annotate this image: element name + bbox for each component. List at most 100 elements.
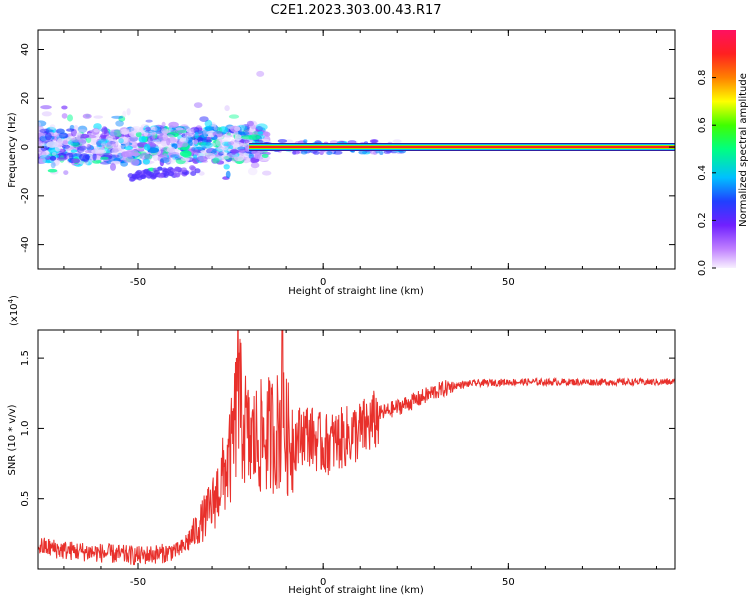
spectrogram-blob <box>204 126 215 131</box>
spectrogram-blob <box>303 139 308 144</box>
spectrogram-blob <box>39 154 47 159</box>
spectrogram-blob <box>40 154 50 159</box>
spectrogram-blob <box>206 148 217 155</box>
spectrogram-blob <box>204 119 213 128</box>
colorbar-tick-label: 0.2 <box>697 212 708 228</box>
spectrogram-blob <box>166 146 176 153</box>
spectrogram-blob <box>194 168 201 174</box>
spectrogram-blob <box>67 139 79 146</box>
spectrogram-blob <box>78 153 90 162</box>
spectrogram-blob <box>175 127 184 131</box>
spectrogram-blob <box>222 148 228 156</box>
spectrogram-blob <box>277 139 288 143</box>
spectrogram-blob <box>153 154 159 162</box>
spectrogram-blob <box>149 131 157 136</box>
spectrogram-blob <box>110 163 116 171</box>
spectrogram-blob <box>78 138 87 145</box>
spectrogram-ytick-label: 20 <box>20 92 31 105</box>
spectrogram-blob <box>139 152 151 160</box>
spectrogram-blob <box>58 132 69 139</box>
spectrogram-blob <box>122 139 129 148</box>
spectrogram-blob <box>120 161 128 167</box>
spectrogram-blob <box>180 150 192 158</box>
spectrogram-blob <box>148 171 155 177</box>
spectrogram-ytick-label: 0 <box>20 144 31 150</box>
spectrogram-blob <box>105 141 117 149</box>
spectrogram-blob <box>144 129 156 133</box>
spectrogram-blob <box>185 132 193 138</box>
spectrogram-blob <box>115 120 124 127</box>
spectrogram-blob <box>215 138 225 147</box>
snr-panel: -50 0 50 0.5 1.0 1.5 Height of straight line … <box>7 295 676 596</box>
spectrogram-blob <box>122 110 127 118</box>
spectrogram-blob <box>262 131 269 137</box>
spectrogram-blob <box>161 128 169 134</box>
spectrogram-blob <box>193 127 200 134</box>
colorbar-tick-label: 0.6 <box>697 117 708 133</box>
spectrogram-blob <box>138 136 147 143</box>
spectrogram-blob <box>49 124 56 131</box>
spectrogram-blob <box>160 157 170 164</box>
spectrogram-blob <box>228 141 235 146</box>
spectrogram-blob <box>110 129 122 137</box>
spectrogram-blob <box>161 121 166 127</box>
snr-ylabel: SNR (10 * v/v) <box>7 404 18 475</box>
spectrogram-blob <box>145 126 151 132</box>
spectrogram-blob <box>212 130 224 138</box>
spectrogram-ytick-label: -20 <box>20 188 31 204</box>
spectrogram-blob <box>176 129 188 134</box>
spectrogram-blob <box>218 126 228 134</box>
spectrogram-blob <box>118 138 124 144</box>
spectrogram-blob <box>262 170 272 176</box>
spectrogram-blob <box>140 174 147 180</box>
spectrogram-ylabel: Frequency (Hz) <box>7 112 18 188</box>
spectrogram-blob <box>76 129 88 133</box>
spectrogram-blob <box>64 146 75 151</box>
spectrogram-blob <box>203 128 208 137</box>
spectrogram-blob <box>189 165 196 171</box>
spectrogram-blob <box>369 139 379 144</box>
spectrogram-blob <box>111 147 123 156</box>
spectrogram-blob <box>191 147 196 152</box>
spectrogram-blob <box>100 156 109 160</box>
spectrogram-blob <box>251 150 256 155</box>
spectrogram-blob <box>247 167 258 176</box>
spectrogram-blob <box>225 170 231 179</box>
spectrogram-blob <box>246 157 251 162</box>
spectrogram-blob <box>45 132 52 141</box>
snr-axes: -50 0 50 0.5 1.0 1.5 <box>20 330 675 588</box>
spectrogram-blob <box>261 153 269 158</box>
spectrogram-blob <box>121 151 129 158</box>
spectrogram-blob <box>326 151 333 155</box>
spectrogram-blob <box>38 120 47 127</box>
spectrogram-blob <box>147 147 160 154</box>
spectrogram-blob <box>226 132 231 136</box>
spectrogram-blob <box>228 114 240 119</box>
snr-ytick-label: 1.5 <box>20 350 31 366</box>
spectrogram-blob <box>167 136 177 144</box>
spectrogram-blob <box>93 115 103 119</box>
colorbar-label: Normalized spectral amplitude <box>738 73 749 227</box>
colorbar-tick-label: 0.8 <box>697 70 708 86</box>
spectrogram-blob <box>240 139 250 144</box>
spectrogram-blob <box>144 154 153 160</box>
spectrogram-blob <box>71 142 80 147</box>
spectrogram-blob <box>86 143 92 150</box>
spectrogram-blob <box>120 143 126 150</box>
spectrogram-blob <box>71 158 81 164</box>
spectrogram-blob <box>61 144 71 149</box>
spectrogram-blob <box>167 132 179 138</box>
colorbar-ticks: 0.0 0.2 0.4 0.6 0.8 <box>697 70 716 276</box>
spectrogram-blob <box>379 151 384 155</box>
spectrogram-blob <box>82 113 92 119</box>
spectrogram-image <box>38 70 675 182</box>
spectrogram-frame <box>37 29 676 270</box>
spectrogram-blob <box>170 154 180 158</box>
spectrogram-blob <box>358 150 368 155</box>
spectrogram-blob <box>369 150 377 155</box>
spectrogram-blob <box>66 128 75 132</box>
spectrogram-blob <box>216 126 223 135</box>
spectrogram-blob <box>41 111 52 117</box>
spectrogram-blob <box>193 154 197 159</box>
